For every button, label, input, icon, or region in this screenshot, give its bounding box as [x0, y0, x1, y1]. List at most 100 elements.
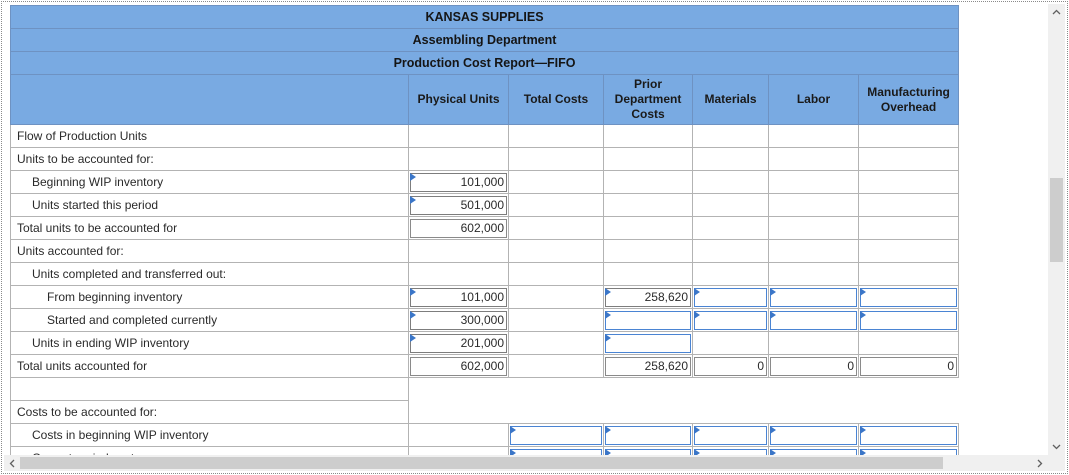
units-to-be-accounted-for-physical-units-cell: [408, 147, 509, 171]
costs-to-be-accounted-for-physical-units-cell: [409, 401, 509, 424]
current-period-costs-physical-units-cell: [408, 446, 509, 455]
started-and-completed-currently-manufacturing-overhead-cell: [857, 308, 960, 332]
current-period-costs-total-costs-cell: [508, 446, 604, 455]
started-and-completed-currently-labor-cell: [768, 308, 859, 332]
from-beginning-inventory-materials-input[interactable]: [694, 287, 767, 307]
total-units-accounted-for-physical-units-cell: 602,000: [408, 354, 509, 378]
row-label: Costs in beginning WIP inventory: [10, 423, 409, 447]
total-units-to-be-accounted-for-physical-units-total: 602,000: [410, 218, 507, 238]
costs-in-beginning-wip-inventory-prior-department-costs-input[interactable]: [605, 425, 691, 445]
row-label: Started and completed currently: [10, 308, 409, 332]
started-and-completed-currently-physical-units-input[interactable]: 300,000: [410, 310, 507, 330]
total-costs-header: Total Costs: [508, 74, 604, 125]
blank-materials-cell: [693, 378, 769, 401]
beginning-wip-inventory-labor-cell: [768, 170, 859, 194]
units-completed-and-transferred-out-labor-cell: [768, 262, 859, 286]
row-label: Units started this period: [10, 193, 409, 217]
units-in-ending-wip-inventory-physical-units-input[interactable]: 201,000: [410, 333, 507, 353]
row-from-beginning-inventory: From beginning inventory 101,000 258,620: [10, 285, 960, 309]
row-label: Current period costs:: [10, 446, 409, 455]
total-units-to-be-accounted-for-physical-units-cell: 602,000: [408, 216, 509, 240]
costs-in-beginning-wip-inventory-manufacturing-overhead-input[interactable]: [860, 425, 958, 445]
row-label: Beginning WIP inventory: [10, 170, 409, 194]
units-in-ending-wip-inventory-manufacturing-overhead-cell: [857, 331, 960, 355]
costs-to-be-accounted-for-materials-cell: [693, 401, 769, 424]
horizontal-scrollbar[interactable]: [4, 455, 1048, 471]
blank-total-costs-cell: [509, 378, 604, 401]
chevron-left-icon[interactable]: [4, 455, 20, 471]
started-and-completed-currently-labor-input[interactable]: [770, 310, 857, 330]
row-current-period-costs: Current period costs:: [10, 446, 960, 455]
units-started-this-period-total-costs-cell: [508, 193, 604, 217]
units-in-ending-wip-inventory-prior-department-costs-cell: [603, 331, 693, 355]
total-units-accounted-for-prior-department-costs-total: 258,620: [605, 356, 691, 376]
report-title: Production Cost Report—FIFO: [9, 51, 960, 75]
from-beginning-inventory-total-costs-cell: [508, 285, 604, 309]
department-row: Assembling Department: [9, 28, 960, 52]
units-accounted-for-physical-units-cell: [408, 239, 509, 263]
current-period-costs-materials-input[interactable]: [694, 448, 767, 455]
current-period-costs-labor-input[interactable]: [770, 448, 857, 455]
chevron-up-icon[interactable]: [1048, 4, 1065, 20]
chevron-right-icon[interactable]: [1032, 455, 1048, 471]
units-in-ending-wip-inventory-prior-department-costs-input[interactable]: [605, 333, 691, 353]
costs-in-beginning-wip-inventory-total-costs-input[interactable]: [510, 425, 602, 445]
units-to-be-accounted-for-prior-department-costs-cell: [603, 147, 693, 171]
row-label: Units to be accounted for:: [10, 147, 409, 171]
flow-of-production-units-physical-units-cell: [408, 124, 509, 148]
from-beginning-inventory-prior-department-costs-input[interactable]: 258,620: [605, 287, 691, 307]
started-and-completed-currently-prior-department-costs-input[interactable]: [605, 310, 691, 330]
total-units-to-be-accounted-for-materials-cell: [692, 216, 769, 240]
scrollbar-corner: [1048, 455, 1065, 471]
beginning-wip-inventory-physical-units-input[interactable]: 101,000: [410, 172, 507, 192]
row-label: [10, 377, 409, 401]
company-row: KANSAS SUPPLIES: [9, 5, 960, 29]
chevron-down-icon[interactable]: [1048, 439, 1065, 455]
started-and-completed-currently-materials-cell: [692, 308, 769, 332]
production-cost-report-table: KANSAS SUPPLIES Assembling Department Pr…: [9, 5, 960, 455]
costs-in-beginning-wip-inventory-manufacturing-overhead-cell: [857, 423, 960, 447]
flow-of-production-units-manufacturing-overhead-cell: [857, 124, 960, 148]
department-name: Assembling Department: [9, 28, 960, 52]
blank-prior-department-costs-cell: [604, 378, 693, 401]
from-beginning-inventory-labor-input[interactable]: [770, 287, 857, 307]
from-beginning-inventory-manufacturing-overhead-input[interactable]: [860, 287, 958, 307]
current-period-costs-total-costs-input[interactable]: [510, 448, 602, 455]
materials-header: Materials: [692, 74, 769, 125]
label-column-header: [10, 74, 409, 125]
vertical-scrollbar[interactable]: [1048, 4, 1065, 455]
costs-in-beginning-wip-inventory-materials-input[interactable]: [694, 425, 767, 445]
from-beginning-inventory-manufacturing-overhead-cell: [857, 285, 960, 309]
row-units-started-this-period: Units started this period 501,000: [10, 193, 960, 217]
from-beginning-inventory-materials-cell: [692, 285, 769, 309]
costs-in-beginning-wip-inventory-physical-units-cell: [408, 423, 509, 447]
costs-to-be-accounted-for-prior-department-costs-cell: [604, 401, 693, 424]
beginning-wip-inventory-total-costs-cell: [508, 170, 604, 194]
from-beginning-inventory-physical-units-input[interactable]: 101,000: [410, 287, 507, 307]
started-and-completed-currently-manufacturing-overhead-input[interactable]: [860, 310, 958, 330]
units-started-this-period-materials-cell: [692, 193, 769, 217]
total-units-accounted-for-physical-units-total: 602,000: [410, 356, 507, 376]
units-to-be-accounted-for-manufacturing-overhead-cell: [857, 147, 960, 171]
current-period-costs-manufacturing-overhead-cell: [857, 446, 960, 455]
row-label: Total units to be accounted for: [10, 216, 409, 240]
units-started-this-period-physical-units-input[interactable]: 501,000: [410, 195, 507, 215]
costs-in-beginning-wip-inventory-labor-cell: [768, 423, 859, 447]
from-beginning-inventory-labor-cell: [768, 285, 859, 309]
total-units-accounted-for-prior-department-costs-cell: 258,620: [603, 354, 693, 378]
current-period-costs-manufacturing-overhead-input[interactable]: [860, 448, 958, 455]
vertical-scroll-thumb[interactable]: [1050, 178, 1063, 262]
beginning-wip-inventory-prior-department-costs-cell: [603, 170, 693, 194]
row-units-accounted-for: Units accounted for:: [10, 239, 960, 263]
units-completed-and-transferred-out-total-costs-cell: [508, 262, 604, 286]
units-in-ending-wip-inventory-physical-units-cell: 201,000: [408, 331, 509, 355]
costs-in-beginning-wip-inventory-materials-cell: [692, 423, 769, 447]
horizontal-scroll-thumb[interactable]: [20, 457, 943, 469]
units-accounted-for-labor-cell: [768, 239, 859, 263]
started-and-completed-currently-materials-input[interactable]: [694, 310, 767, 330]
current-period-costs-prior-department-costs-input[interactable]: [605, 448, 691, 455]
row-label: Total units accounted for: [10, 354, 409, 378]
units-to-be-accounted-for-total-costs-cell: [508, 147, 604, 171]
costs-in-beginning-wip-inventory-labor-input[interactable]: [770, 425, 857, 445]
manufacturing-overhead-header: Manufacturing Overhead: [857, 74, 960, 125]
